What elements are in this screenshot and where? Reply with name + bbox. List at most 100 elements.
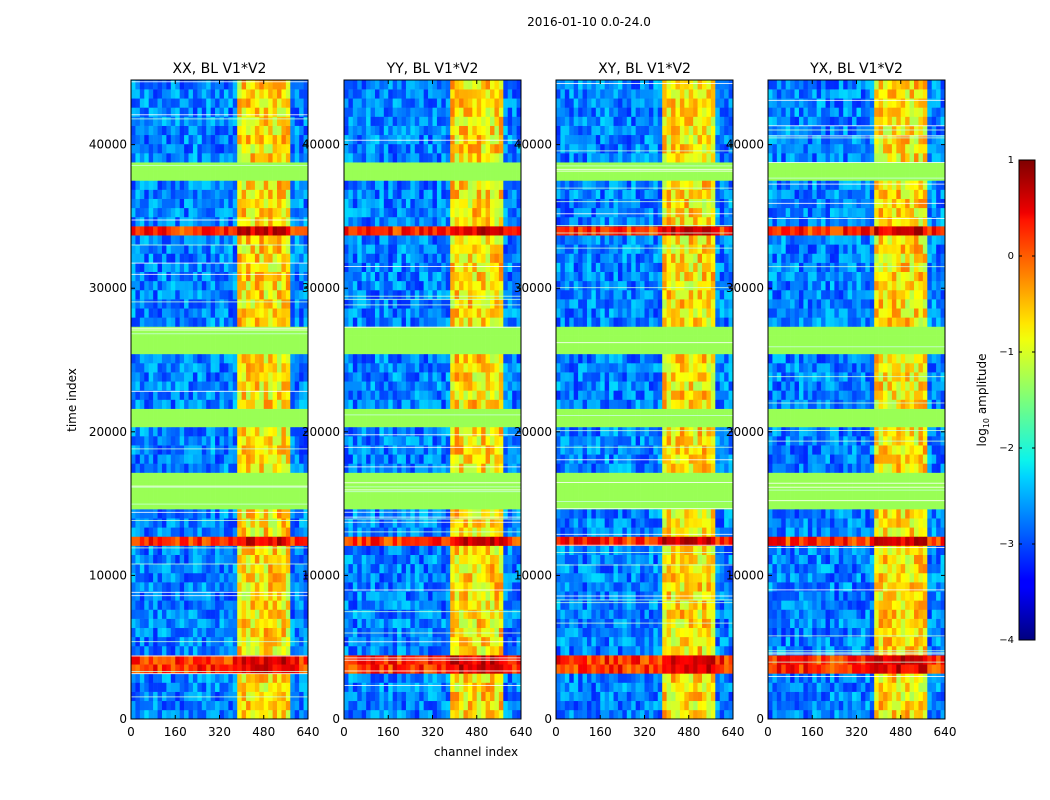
heatmap-cell [184,271,189,282]
heatmap-cell [432,582,438,592]
heatmap-cell [263,618,269,629]
heatmap-cell [188,299,194,309]
heatmap-cell [357,399,362,409]
heatmap-cell [223,280,229,291]
heatmap-cell [175,89,180,99]
heatmap-cell [166,271,172,282]
heatmap-cell [485,362,491,373]
heatmap-cell [153,216,158,227]
heatmap-cell [223,463,229,473]
heatmap-cell [419,554,424,565]
heatmap-cell [281,436,287,446]
heatmap-cell [361,289,367,300]
heatmap-cell [361,381,367,391]
heatmap-cell [210,180,216,190]
heatmap-cell [223,682,229,692]
heatmap-cell [263,554,269,565]
heatmap-cell [374,499,380,510]
heatmap-cell [254,308,260,318]
heatmap-cell [352,472,358,482]
heatmap-cell [268,280,273,291]
heatmap-cell [254,563,260,574]
heatmap-cell [388,271,393,282]
heatmap-cell [188,244,194,254]
heatmap-cell [352,408,358,419]
heatmap-cell [428,362,433,373]
heatmap-cell [153,308,158,318]
heatmap-cell [507,362,513,373]
heatmap-cell [388,308,393,318]
heatmap-cell [228,381,234,391]
heatmap-cell [450,509,455,519]
heatmap-cell [281,600,287,610]
heatmap-cell [463,235,469,245]
heatmap-cell [445,509,451,519]
heatmap-cell [388,700,393,711]
heatmap-cell [374,618,380,629]
heatmap-cell [481,235,486,245]
heatmap-cell [153,545,158,555]
heatmap-cell [441,682,447,692]
heatmap-cells [131,80,309,720]
heatmap-cell [277,527,282,537]
heatmap-cell [179,134,185,145]
heatmap-cell [259,253,265,263]
heatmap-cell [157,536,163,546]
heatmap-cell [135,372,141,382]
heatmap-cell [259,262,265,272]
heatmap-cell [423,417,429,428]
heatmap-cell [467,353,473,364]
heatmap-cell [494,344,500,355]
heatmap-cell [268,700,273,711]
heatmap-cell [357,253,362,263]
heatmap-cell [512,582,517,592]
heatmap-cell [494,253,500,263]
heatmap-cell [157,627,163,638]
heatmap-cell [184,436,189,446]
heatmap-cell [277,518,282,528]
heatmap-cell [436,682,442,692]
heatmap-cell [498,563,504,574]
heatmap-cell [215,518,220,528]
heatmap-cell [277,673,282,683]
heatmap-cell [512,317,517,327]
heatmap-cell [357,280,362,291]
heatmap-cell [281,454,287,464]
heatmap-cell [303,317,309,327]
heatmap-cell [410,289,416,300]
heatmap-cell [454,664,460,674]
heatmap-cell [148,390,154,400]
heatmap-cell [179,216,185,227]
heatmap-cell [272,572,278,583]
heatmap-cell [250,426,256,437]
heatmap-cell [272,289,278,300]
heatmap-cell [374,545,380,555]
heatmap-cell [397,426,402,437]
heatmap-cell [467,563,473,574]
heatmap-cell [494,299,500,309]
heatmap-cell [246,445,251,455]
heatmap-cell [210,299,216,309]
heatmap-cell [432,335,438,346]
heatmap-cell [192,582,198,592]
heatmap-cell [436,554,442,565]
heatmap-cell [494,472,500,482]
heatmap-cell [436,463,442,473]
heatmap-cell [512,490,517,501]
heatmap-cell [184,490,189,501]
heatmap-cell [272,262,278,272]
heatmap-cell [459,582,464,592]
heatmap-cell [254,116,260,126]
heatmap-cell [241,527,247,537]
heatmap-cell [254,545,260,555]
heatmap-cell [299,700,304,711]
heatmap-cell [299,399,304,409]
heatmap-cell [410,417,416,428]
heatmap-cell [210,645,216,656]
heatmap-cell [272,335,278,346]
heatmap-cell [237,189,242,199]
heatmap-cell [366,280,371,291]
heatmap-cell [263,390,269,400]
heatmap-cell [481,408,486,419]
heatmap-cell [170,98,176,108]
